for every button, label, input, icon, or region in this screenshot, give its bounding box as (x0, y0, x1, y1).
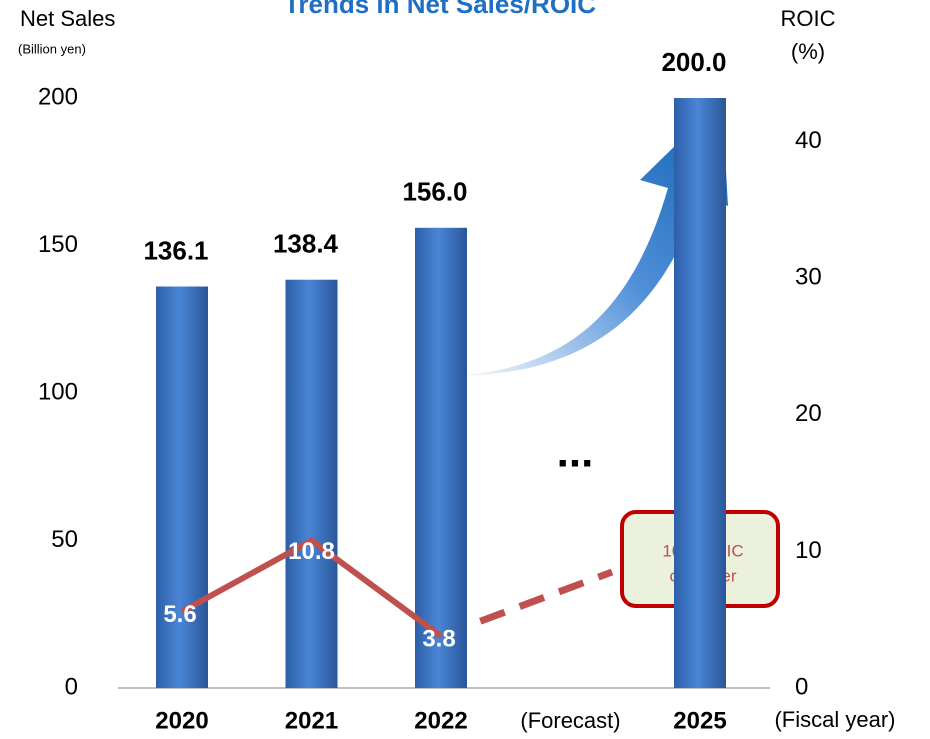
bar-value-label: 156.0 (402, 177, 467, 207)
bar (156, 286, 208, 688)
x-tick-label: (Forecast) (520, 708, 620, 733)
roic-value-label: 5.6 (163, 601, 196, 628)
chart-title: Trends in Net Sales/ROIC (284, 0, 596, 19)
y-tick-label: 150 (38, 231, 78, 258)
growth-arrow (452, 100, 728, 376)
roic-target-line (439, 568, 614, 640)
x-tick-label: 2025 (673, 707, 726, 734)
bar-value-label: 138.4 (273, 229, 339, 259)
y2-tick-label: 0 (795, 673, 808, 700)
y-tick-label: 200 (38, 83, 78, 110)
bar-value-label: 136.1 (143, 235, 208, 265)
roic-line (180, 536, 443, 639)
x-tick-label: 2022 (414, 707, 467, 734)
y-tick-label: 0 (65, 673, 78, 700)
y-axis-label: Net Sales (20, 6, 115, 31)
x-axis-label: (Fiscal year) (774, 707, 895, 732)
y2-tick-label: 30 (795, 264, 822, 291)
ellipsis: ... (557, 428, 594, 477)
x-tick-label: 2020 (155, 707, 208, 734)
x-tick-label: 2021 (285, 707, 338, 734)
y-axis-sublabel: (Billion yen) (18, 41, 86, 56)
y2-axis-label: ROIC (781, 6, 836, 31)
y2-axis-sublabel: (%) (791, 39, 825, 64)
roic-value-label: 3.8 (422, 625, 455, 652)
roic-value-label: 10.8 (288, 538, 335, 565)
y-tick-label: 50 (51, 526, 78, 553)
y2-tick-label: 10 (795, 537, 822, 564)
bar (285, 279, 338, 688)
y-tick-label: 100 (38, 378, 78, 405)
bar (415, 227, 467, 689)
bar (674, 98, 726, 688)
y2-tick-label: 20 (795, 400, 822, 427)
y2-tick-label: 40 (795, 127, 822, 154)
bar-value-label: 200.0 (661, 47, 726, 77)
